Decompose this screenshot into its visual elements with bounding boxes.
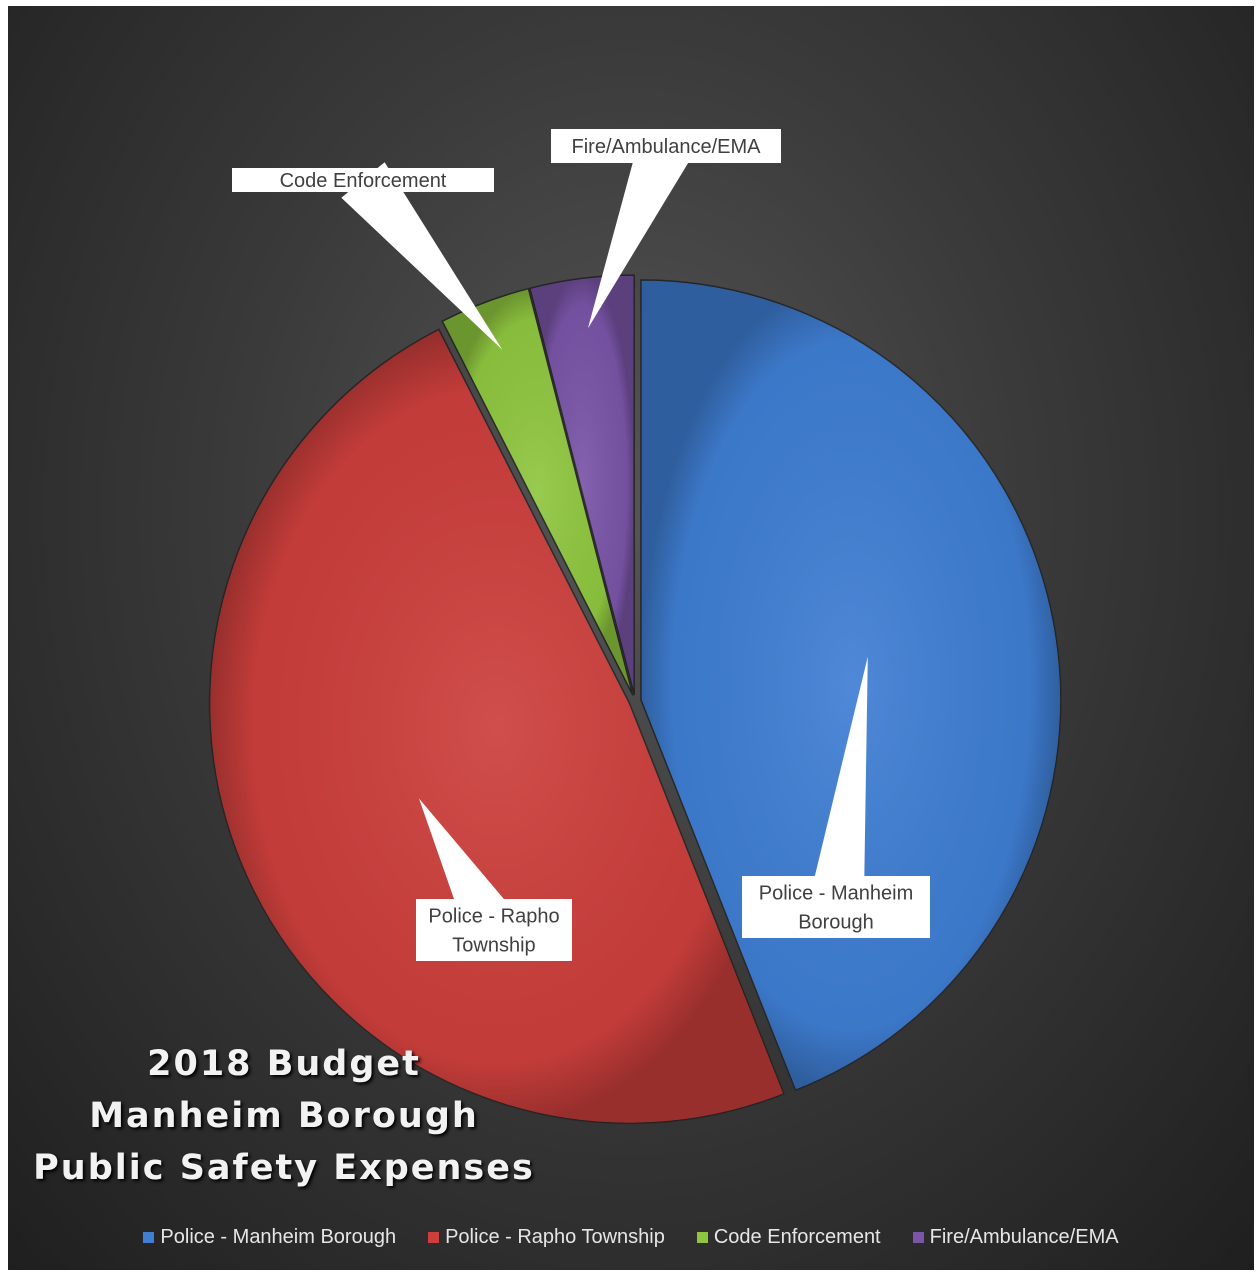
data-label-box bbox=[232, 168, 494, 192]
data-label-text: Police - Manheim bbox=[759, 883, 914, 905]
legend-swatch bbox=[696, 1232, 708, 1243]
chart-title-line-3: Public Safety Expenses bbox=[33, 1148, 535, 1188]
chart-title-line-2: Manheim Borough bbox=[89, 1096, 479, 1136]
data-label-callout bbox=[808, 656, 868, 911]
data-label-box bbox=[551, 129, 781, 163]
chart-area: Police - Manheim Borough Police - Rapho Tow… bbox=[8, 6, 1254, 1270]
data-label-callout bbox=[587, 134, 692, 329]
legend-swatch bbox=[912, 1232, 924, 1243]
legend-item-code-enforcement: Code Enforcement bbox=[696, 1226, 881, 1249]
legend-swatch bbox=[143, 1232, 155, 1243]
data-label-box bbox=[416, 899, 572, 961]
chart-title: 2018 Budget Manheim Borough Public Safet… bbox=[24, 1038, 544, 1194]
legend-item-police-manheim-borough: Police - Manheim Borough bbox=[143, 1226, 396, 1249]
legend-item-fire-ambulance-ema: Fire/Ambulance/EMA bbox=[912, 1226, 1119, 1249]
data-label-text: Fire/Ambulance/EMA bbox=[572, 136, 762, 158]
pie-data-labels: Police - Manheim Borough Police - Rapho Tow… bbox=[232, 129, 930, 961]
data-label-text: Borough bbox=[798, 912, 874, 934]
pie-chart: Police - Manheim Borough Police - Rapho Tow… bbox=[208, 129, 1062, 1125]
data-label-text: Township bbox=[452, 935, 535, 957]
chart-legend: Police - Manheim Borough Police - Rapho … bbox=[8, 1226, 1254, 1249]
chart-title-line-1: 2018 Budget bbox=[147, 1044, 421, 1084]
pie-slice-shading bbox=[209, 329, 785, 1124]
pie-slices bbox=[208, 274, 1062, 1125]
data-label-box bbox=[742, 876, 930, 938]
data-label-text: Code Enforcement bbox=[280, 170, 447, 192]
legend-item-police-rapho-township: Police - Rapho Township bbox=[428, 1226, 665, 1249]
legend-label: Fire/Ambulance/EMA bbox=[929, 1226, 1119, 1248]
legend-label: Code Enforcement bbox=[713, 1226, 881, 1248]
legend-label: Police - Manheim Borough bbox=[160, 1226, 397, 1248]
data-label-text: Police - Rapho bbox=[428, 906, 559, 928]
legend-swatch bbox=[428, 1232, 440, 1243]
pie-slice-shading bbox=[442, 288, 633, 696]
legend-label: Police - Rapho Township bbox=[445, 1226, 665, 1248]
data-label-callout bbox=[341, 162, 503, 350]
pie-slice-shading bbox=[529, 275, 635, 696]
